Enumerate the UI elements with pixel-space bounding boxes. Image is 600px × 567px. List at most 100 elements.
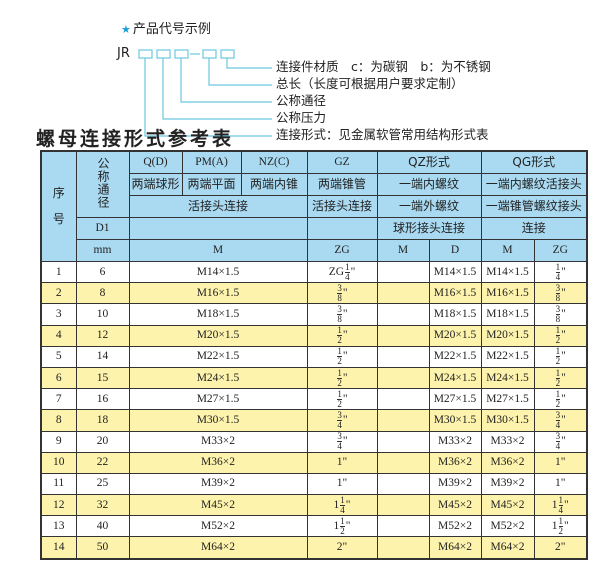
table-row: 8 18 M30×1.5 3 4 " M30×1.5 M30×1.5 3 4 " [40, 409, 588, 432]
fraction-numerator: 1 [337, 367, 342, 379]
table-row: 13 40 M52×2 1 1 2 " M52×2 M52×2 1 1 2 " [40, 515, 588, 538]
cell-d1: 16 [75, 388, 130, 411]
cell-m: M22×1.5 [128, 345, 308, 368]
fraction-numerator: 1 [555, 261, 561, 273]
label-length: 总长（长度可根据用户要求定制） [276, 76, 464, 91]
code-box-pressure [156, 49, 171, 59]
cell-m: M24×1.5 [128, 366, 308, 390]
zg-u: " [342, 371, 348, 384]
code-box-length [202, 49, 217, 59]
cell-qz-d: M22×1.5 [428, 345, 482, 368]
fraction-denominator: 8 [337, 313, 342, 324]
cell-qz-d: M33×2 [428, 430, 482, 453]
fraction-denominator: 2 [555, 398, 561, 409]
cell-m: M39×2 [128, 472, 308, 496]
cell-qz-d: M20×1.5 [428, 324, 482, 347]
header-gz-conn: 活接头连接 [306, 195, 378, 218]
cell-no: 2 [40, 282, 77, 305]
table-row: 3 10 M18×1.5 3 8 " M18×1.5 M18×1.5 3 8 " [40, 303, 588, 326]
cell-d1: 14 [75, 345, 130, 368]
cell-qz-m [376, 366, 430, 390]
cell-zg: 1 2 " [306, 388, 378, 411]
cell-no: 3 [40, 303, 77, 326]
fraction-denominator: 4 [340, 504, 345, 515]
fraction-numerator: 3 [337, 282, 342, 294]
fraction-denominator: 8 [337, 292, 342, 303]
cell-qz-m [376, 345, 430, 368]
fraction-numerator: 1 [555, 325, 561, 337]
header-qd-desc: 两端球形 [128, 173, 183, 196]
cell-d1: 10 [75, 303, 130, 326]
cell-qz-m [376, 303, 430, 326]
fraction-numerator: 1 [337, 388, 342, 400]
cell-no: 5 [40, 345, 77, 368]
cell-qg-m: M14×1.5 [480, 260, 535, 284]
zg-u: " [345, 498, 351, 511]
zg-u: " [561, 308, 566, 321]
cell-zg: 2" [306, 536, 378, 560]
cell-no: 13 [40, 515, 77, 538]
zg-u: " [350, 265, 356, 278]
cell-qg-m: M22×1.5 [480, 345, 535, 368]
zg-u: " [561, 265, 566, 278]
header-col-m: M [128, 239, 308, 262]
cell-no: 10 [40, 451, 77, 474]
cell-qz-m [376, 536, 430, 560]
header-empty [128, 217, 308, 240]
header-gz-desc: 两端锥管 [306, 173, 378, 196]
header-col-qz-m: M [376, 239, 430, 262]
cell-zg: 1 2 " [306, 324, 378, 347]
table-row: 10 22 M36×2 1" M36×2 M36×2 1" [40, 451, 588, 474]
cell-d1: 50 [75, 536, 130, 560]
table-row: 9 20 M33×2 3 4 " M33×2 M33×2 3 4 " [40, 430, 588, 453]
cell-qg-zg: 2" [533, 536, 588, 560]
cell-qz-d: M39×2 [428, 472, 482, 496]
cell-qz-d: M24×1.5 [428, 366, 482, 390]
table-row: 5 14 M22×1.5 1 2 " M22×1.5 M22×1.5 1 2 " [40, 345, 588, 368]
fraction-denominator: 2 [555, 377, 561, 388]
fraction-denominator: 8 [555, 292, 561, 303]
header-col-qg-zg: ZG [533, 239, 588, 262]
fraction-denominator: 2 [340, 525, 345, 536]
header-qz-conn: 一端外螺纹 [376, 195, 482, 218]
cell-qz-m [376, 260, 430, 284]
fraction-denominator: 2 [337, 335, 342, 346]
cell-d1: 6 [75, 260, 130, 284]
zg-pre: ZG [328, 265, 345, 278]
cell-qz-d: M16×1.5 [428, 282, 482, 305]
label-pressure: 公称压力 [276, 110, 327, 125]
cell-qz-m [376, 472, 430, 496]
fraction-numerator: 3 [337, 431, 342, 443]
cell-no: 9 [40, 430, 77, 453]
fraction-numerator: 3 [555, 282, 561, 294]
cell-qz-d: M52×2 [428, 515, 482, 538]
cell-no: 7 [40, 388, 77, 411]
fraction-denominator: 2 [555, 356, 561, 367]
cell-qg-zg: 3 4 " [533, 430, 588, 453]
cell-qg-m: M64×2 [480, 536, 535, 560]
cell-no: 8 [40, 409, 77, 432]
cell-qg-m: M39×2 [480, 472, 535, 496]
cell-m: M14×1.5 [128, 260, 308, 284]
cell-zg: 1" [306, 472, 378, 496]
zg-u: " [342, 350, 348, 363]
connector-line [162, 58, 272, 120]
fraction-denominator: 2 [337, 398, 342, 409]
header-nominal: 公称通径 [75, 150, 130, 218]
zg-u: " [560, 456, 566, 469]
header-d1: D1 [75, 217, 130, 240]
fraction-numerator: 1 [558, 515, 564, 527]
cell-zg: ZG 1 4 " [306, 260, 378, 284]
cell-qz-m [376, 282, 430, 305]
zg-u: " [342, 541, 348, 554]
